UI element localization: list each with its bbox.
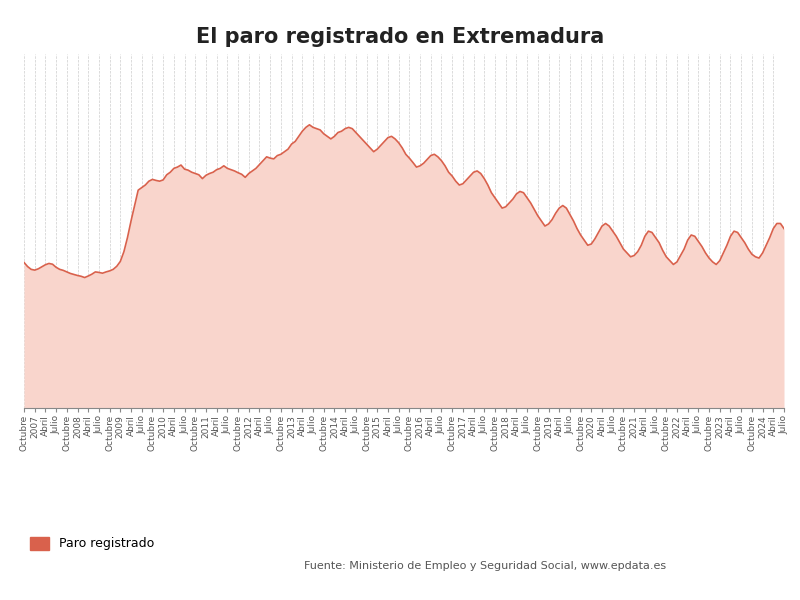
- Text: El paro registrado en Extremadura: El paro registrado en Extremadura: [196, 27, 604, 47]
- Legend: Paro registrado: Paro registrado: [30, 537, 154, 550]
- Text: Fuente: Ministerio de Empleo y Seguridad Social, www.epdata.es: Fuente: Ministerio de Empleo y Seguridad…: [304, 561, 666, 571]
